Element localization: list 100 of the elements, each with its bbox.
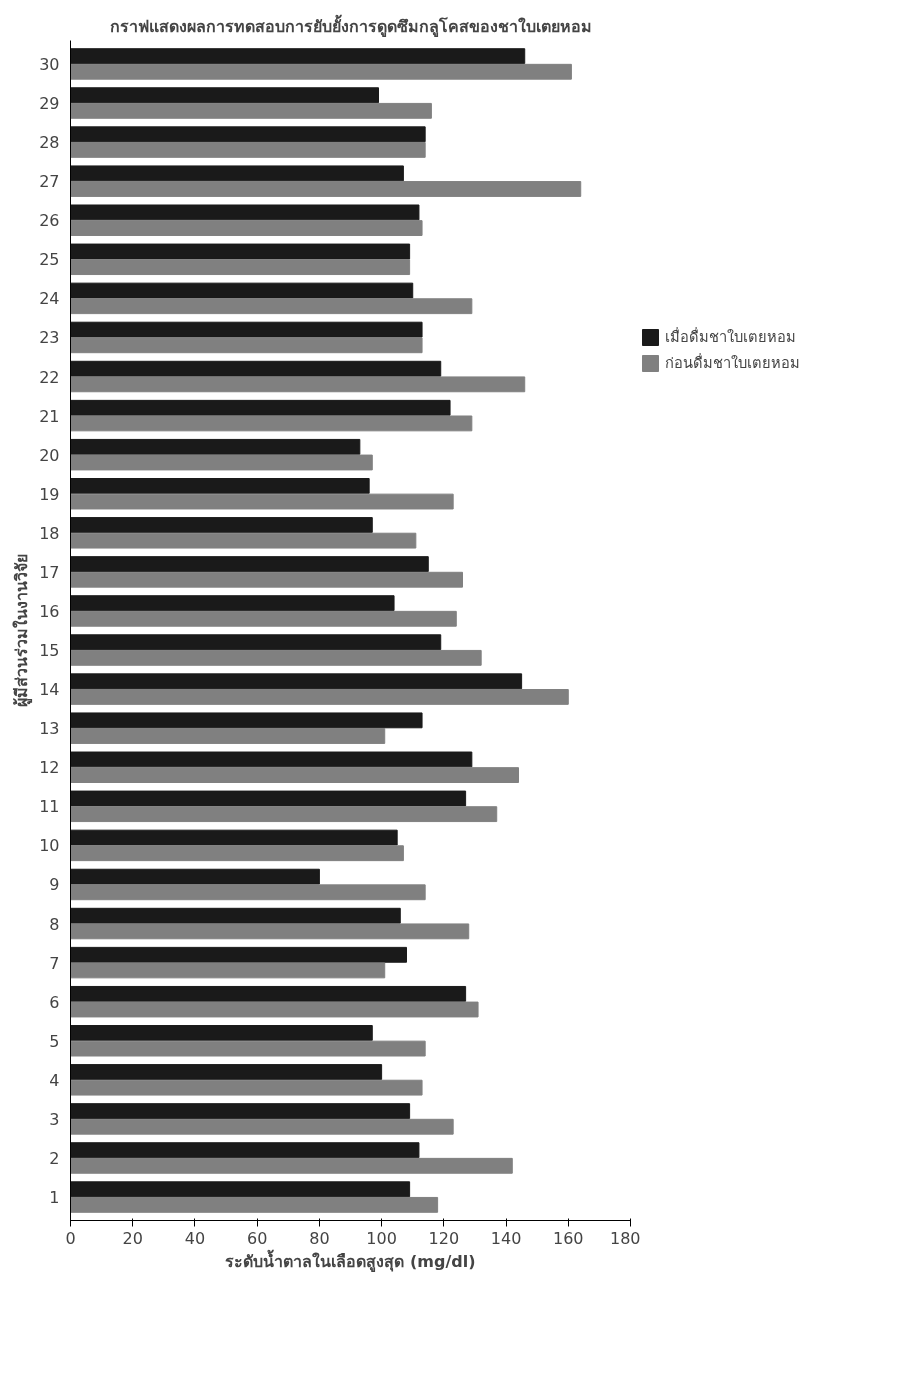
y-tick-label: 19 <box>39 484 60 504</box>
bar <box>70 165 404 182</box>
y-tick-label: 30 <box>39 54 60 74</box>
bar <box>70 1025 373 1041</box>
bar <box>70 360 442 377</box>
bar <box>70 454 373 471</box>
bar <box>70 282 414 299</box>
bar <box>70 595 395 612</box>
y-axis-title: ผู้มีส่วนร่วมในงานวิจัย <box>12 554 34 707</box>
bar <box>70 884 426 901</box>
bar <box>70 985 467 1002</box>
x-tick-label: 100 <box>366 1228 397 1248</box>
y-tick-label: 11 <box>39 797 60 817</box>
y-tick-label: 2 <box>49 1148 60 1168</box>
bar <box>70 571 463 588</box>
bar <box>70 204 420 221</box>
bar <box>70 220 423 236</box>
bar <box>70 829 398 846</box>
y-tick-label: 27 <box>39 172 60 192</box>
x-tick-label: 0 <box>65 1228 76 1248</box>
bar <box>70 415 473 432</box>
bar <box>70 141 426 158</box>
legend-label: เมื่อดื่มชาใบเตยหอม <box>665 326 796 347</box>
bar <box>70 790 467 807</box>
bar <box>70 517 373 533</box>
y-tick-label: 26 <box>39 211 60 231</box>
x-tick-label: 20 <box>122 1228 143 1248</box>
bar <box>70 1103 411 1120</box>
x-tick-label: 140 <box>490 1228 522 1248</box>
x-tick-label: 180 <box>609 1228 641 1248</box>
bar <box>70 181 582 197</box>
y-tick-label: 20 <box>39 445 60 465</box>
bar <box>70 1001 479 1018</box>
chart-title: กราฟแสดงผลการทดสอบการยับยั้งการดูดซึมกลูโคสของชาใบเตยหอม <box>109 13 592 38</box>
bar <box>70 689 569 705</box>
x-axis-title: ระดับน้ำตาลในเลือดสูงสุด (mg/dl) <box>225 1248 476 1273</box>
y-tick-label: 23 <box>39 328 60 348</box>
bar <box>70 806 498 823</box>
x-tick-label: 120 <box>428 1228 460 1248</box>
y-tick-label: 21 <box>39 406 60 426</box>
y-tick-label: 3 <box>49 1109 60 1129</box>
bar <box>70 610 457 627</box>
y-tick-label: 16 <box>39 601 60 621</box>
bar <box>70 321 423 338</box>
bar <box>70 48 526 65</box>
x-tick-label: 160 <box>553 1228 584 1248</box>
y-tick-label: 10 <box>39 836 60 856</box>
y-tick-label: 29 <box>39 94 60 114</box>
bar <box>70 1142 420 1159</box>
bar <box>70 751 473 768</box>
y-tick-label: 14 <box>39 680 60 700</box>
bar <box>70 478 370 494</box>
bar <box>70 1157 513 1174</box>
bar <box>70 923 470 940</box>
x-tick-label: 60 <box>246 1228 268 1248</box>
y-tick-label: 6 <box>49 992 60 1012</box>
bar <box>70 1064 383 1080</box>
y-tick-label: 9 <box>49 875 60 895</box>
bar <box>70 712 423 729</box>
bar <box>70 87 379 104</box>
bar <box>70 337 423 354</box>
y-tick-label: 15 <box>39 641 60 661</box>
y-tick-label: 17 <box>39 562 60 582</box>
bar <box>70 845 404 862</box>
bar <box>70 102 432 119</box>
bar <box>70 63 572 80</box>
legend-label: ก่อนดื่มชาใบเตยหอม <box>665 352 800 373</box>
bar <box>70 1079 423 1096</box>
bar <box>70 126 426 143</box>
bar <box>70 868 320 885</box>
bar <box>70 907 401 924</box>
bar <box>70 1118 454 1135</box>
y-tick-label: 8 <box>49 914 60 934</box>
y-tick-label: 22 <box>39 367 60 387</box>
y-tick-label: 5 <box>49 1031 60 1051</box>
bar <box>70 767 519 783</box>
bar <box>70 673 523 690</box>
bar <box>70 243 411 260</box>
y-tick-label: 12 <box>39 758 60 778</box>
bar <box>70 438 361 455</box>
bar <box>70 1196 439 1213</box>
bar <box>70 259 411 276</box>
bar <box>70 532 417 549</box>
bar <box>70 1181 411 1198</box>
bar <box>70 298 473 315</box>
x-tick-label: 80 <box>309 1228 330 1248</box>
bar <box>70 728 386 744</box>
bar <box>70 946 407 963</box>
y-tick-label: 13 <box>39 719 60 739</box>
y-tick-label: 1 <box>49 1188 60 1208</box>
bar <box>70 493 454 510</box>
bar <box>70 556 429 572</box>
bar <box>70 376 526 393</box>
x-tick-label: 40 <box>184 1228 206 1248</box>
bar <box>70 399 451 416</box>
bar <box>70 1040 426 1057</box>
bar <box>70 962 386 979</box>
y-tick-label: 25 <box>39 250 60 270</box>
bar <box>70 649 482 666</box>
bar <box>70 634 442 651</box>
